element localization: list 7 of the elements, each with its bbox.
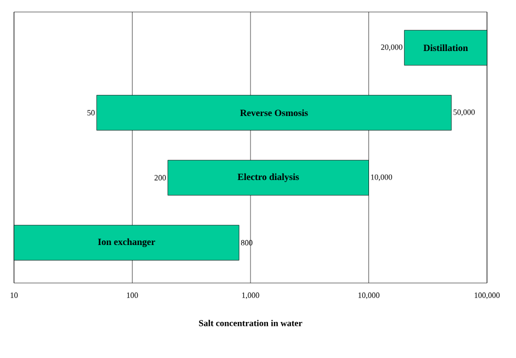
bar xyxy=(168,160,369,196)
x-axis-title: Salt concentration in water xyxy=(199,320,302,326)
bar xyxy=(96,94,452,130)
y-tick-label: Ion exchanger xyxy=(98,238,156,248)
y-tick-label: Distillation xyxy=(424,44,468,52)
y-tick-label: Reverse Osmosis xyxy=(240,109,308,116)
y-tick-label: Electro dialysis xyxy=(238,173,299,182)
